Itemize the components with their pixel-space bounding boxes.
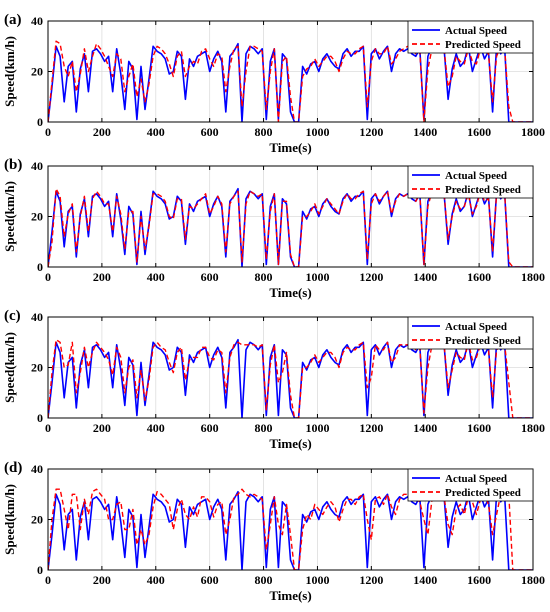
x-tick-label: 1800 [521,270,545,284]
y-tick-label: 40 [31,310,43,324]
x-tick-label: 1000 [305,125,329,139]
chart-panel: 0 200 400 600 800 1000 1200 1400 1600 1800 0 20 40 Ti… [2,12,545,155]
series-line-predicted [48,488,533,570]
x-tick-label: 600 [201,125,219,139]
legend-label: Actual Speed [445,170,507,182]
x-axis-title: Time(s) [269,285,311,300]
y-tick-label: 20 [31,513,43,527]
y-axis-title: Speed(km/h) [2,484,17,555]
x-tick-label: 0 [45,125,51,139]
legend-label: Predicted Speed [445,39,521,51]
x-tick-label: 200 [93,573,111,587]
x-tick-label: 1600 [467,270,491,284]
x-tick-label: 800 [255,421,273,435]
x-tick-label: 1400 [413,421,437,435]
y-tick-label: 0 [37,411,43,425]
legend-label: Predicted Speed [445,184,521,196]
x-tick-label: 600 [201,421,219,435]
chart-panel: 0 200 400 600 800 1000 1200 1400 1600 1800 0 20 40 Ti… [2,157,545,300]
series-line-actual [48,490,533,570]
x-axis-title: Time(s) [269,436,311,451]
x-tick-label: 600 [201,573,219,587]
x-tick-label: 1800 [521,421,545,435]
y-axis-title: Speed(km/h) [2,181,17,252]
y-axis-title: Speed(km/h) [2,36,17,107]
y-tick-label: 0 [37,115,43,129]
x-tick-label: 1600 [467,421,491,435]
x-tick-label: 800 [255,573,273,587]
x-tick-label: 400 [147,125,165,139]
panel-label: (c) [4,308,21,324]
x-tick-label: 0 [45,573,51,587]
y-tick-label: 20 [31,210,43,224]
legend-label: Actual Speed [445,321,507,333]
x-tick-label: 600 [201,270,219,284]
legend-box [407,316,534,350]
x-tick-label: 400 [147,573,165,587]
panel-label: (d) [4,460,22,476]
series-line-actual [48,338,533,418]
panel-label: (a) [4,12,22,28]
x-tick-label: 1200 [359,573,383,587]
y-tick-label: 40 [31,159,43,173]
y-tick-label: 0 [37,260,43,274]
series-line-actual [48,187,533,267]
x-tick-label: 800 [255,270,273,284]
legend-box [407,165,534,199]
x-tick-label: 800 [255,125,273,139]
legend-box [407,468,534,502]
x-tick-label: 1000 [305,270,329,284]
x-tick-label: 1800 [521,125,545,139]
legend-label: Predicted Speed [445,335,521,347]
x-tick-label: 1200 [359,421,383,435]
series-line-predicted [48,40,533,122]
chart-panel: 0 200 400 600 800 1000 1200 1400 1600 1800 0 20 40 Ti… [2,460,545,603]
y-tick-label: 20 [31,65,43,79]
x-tick-label: 1400 [413,573,437,587]
legend-box [407,20,534,54]
y-tick-label: 40 [31,462,43,476]
x-tick-label: 1400 [413,125,437,139]
x-tick-label: 400 [147,270,165,284]
x-tick-label: 1800 [521,573,545,587]
x-tick-label: 0 [45,270,51,284]
series-line-predicted [48,339,533,418]
x-tick-label: 200 [93,421,111,435]
x-tick-label: 0 [45,421,51,435]
x-tick-label: 1000 [305,573,329,587]
y-tick-label: 40 [31,14,43,28]
panel-label: (b) [4,157,22,173]
series-line-actual [48,42,533,122]
chart-panel: 0 200 400 600 800 1000 1200 1400 1600 1800 0 20 40 Ti… [2,308,545,451]
series-line-predicted [48,187,533,267]
x-tick-label: 200 [93,270,111,284]
x-tick-label: 1600 [467,125,491,139]
legend-label: Actual Speed [445,25,507,37]
x-tick-label: 1200 [359,125,383,139]
y-tick-label: 20 [31,361,43,375]
x-tick-label: 1600 [467,573,491,587]
x-tick-label: 1000 [305,421,329,435]
y-axis-title: Speed(km/h) [2,332,17,403]
legend-label: Predicted Speed [445,487,521,499]
x-tick-label: 1400 [413,270,437,284]
x-tick-label: 1200 [359,270,383,284]
y-tick-label: 0 [37,563,43,577]
x-axis-title: Time(s) [269,588,311,603]
x-tick-label: 200 [93,125,111,139]
x-tick-label: 400 [147,421,165,435]
x-axis-title: Time(s) [269,140,311,155]
legend-label: Actual Speed [445,473,507,485]
